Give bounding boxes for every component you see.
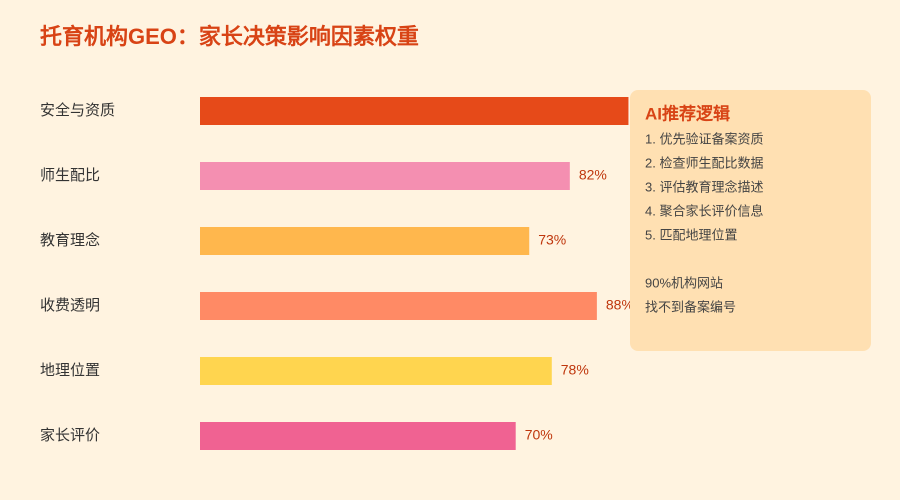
panel-note: 90%机构网站 (645, 275, 723, 290)
category-label: 地理位置 (40, 362, 100, 379)
panel-title: AI推荐逻辑 (645, 103, 730, 123)
value-label: 78% (561, 362, 589, 378)
panel-note: 找不到备案编号 (645, 299, 736, 314)
panel-item: 2. 检查师生配比数据 (645, 155, 763, 170)
panel-item: 3. 评估教育理念描述 (645, 179, 763, 194)
panel-item: 4. 聚合家长评价信息 (645, 203, 763, 218)
chart-title: 托育机构GEO：家长决策影响因素权重 (40, 24, 419, 49)
value-label: 88% (606, 297, 634, 313)
bar (200, 227, 530, 255)
panel-item: 5. 匹配地理位置 (645, 227, 737, 242)
category-label: 师生配比 (40, 167, 100, 184)
panel-item: 1. 优先验证备案资质 (645, 131, 763, 146)
category-label: 收费透明 (40, 297, 100, 314)
bar (200, 162, 570, 190)
info-panel (630, 90, 871, 351)
bar (200, 357, 552, 385)
value-label: 73% (538, 232, 566, 248)
value-label: 70% (525, 427, 553, 443)
category-label: 安全与资质 (40, 101, 115, 119)
category-label: 家长评价 (40, 427, 100, 444)
bar (200, 422, 516, 450)
bar (200, 97, 629, 125)
category-label: 教育理念 (40, 231, 100, 249)
value-label: 82% (579, 167, 607, 183)
bar (200, 292, 597, 320)
